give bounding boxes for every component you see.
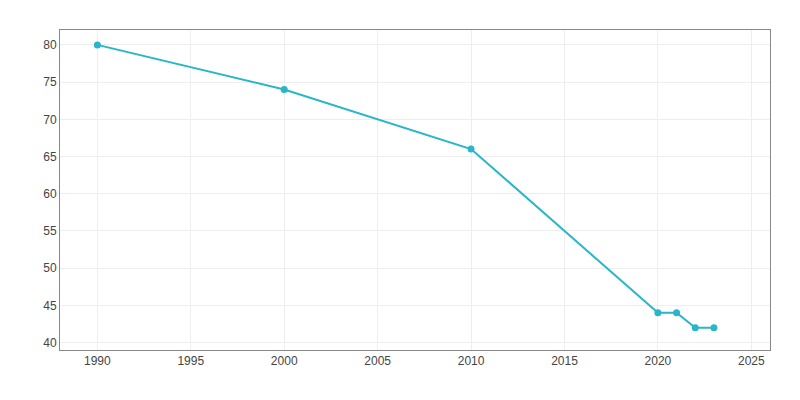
svg-text:2000: 2000 <box>271 354 298 368</box>
svg-text:2015: 2015 <box>551 354 578 368</box>
svg-text:2025: 2025 <box>738 354 765 368</box>
svg-text:2020: 2020 <box>645 354 672 368</box>
svg-text:80: 80 <box>43 38 57 52</box>
svg-text:1990: 1990 <box>84 354 111 368</box>
svg-text:70: 70 <box>43 113 57 127</box>
svg-text:40: 40 <box>43 336 57 350</box>
svg-text:65: 65 <box>43 150 57 164</box>
svg-text:1995: 1995 <box>177 354 204 368</box>
svg-text:45: 45 <box>43 299 57 313</box>
svg-text:50: 50 <box>43 261 57 275</box>
svg-text:2005: 2005 <box>364 354 391 368</box>
svg-text:75: 75 <box>43 75 57 89</box>
svg-text:2010: 2010 <box>458 354 485 368</box>
svg-text:60: 60 <box>43 187 57 201</box>
svg-text:55: 55 <box>43 224 57 238</box>
